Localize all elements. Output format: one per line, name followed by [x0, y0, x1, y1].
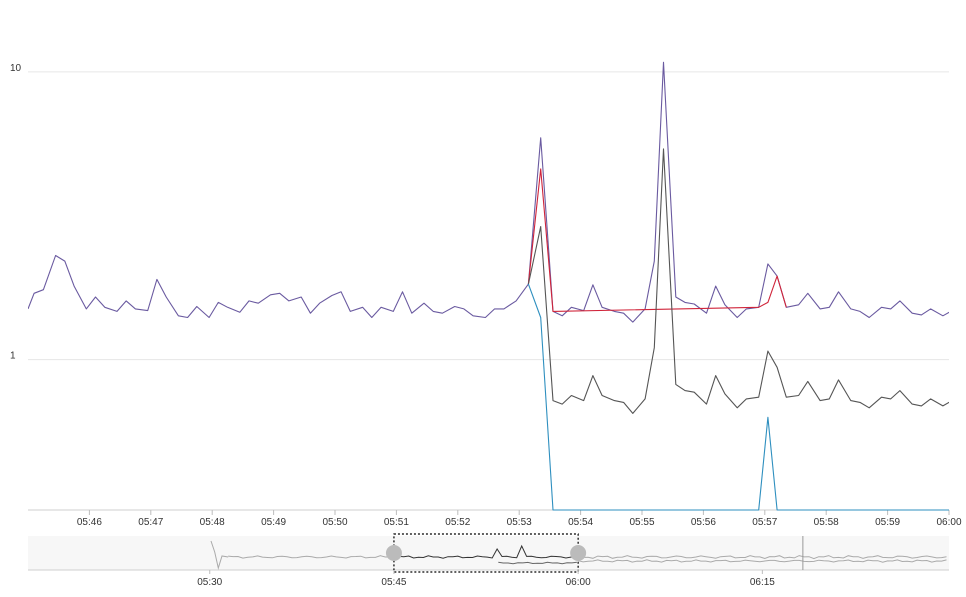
x-tick-label: 05:53 [507, 517, 532, 528]
series-line-3 [527, 283, 949, 511]
navigator-background [28, 536, 949, 570]
x-tick-label: 05:52 [445, 517, 470, 528]
navigator-x-tick-label: 05:30 [197, 577, 222, 588]
x-tick-label: 05:57 [752, 517, 777, 528]
y-tick-label: 10 [10, 63, 22, 74]
x-tick-label: 05:56 [691, 517, 716, 528]
x-tick-label: 05:48 [200, 517, 225, 528]
navigator-line-start [210, 540, 229, 570]
x-tick-label: 05:50 [322, 517, 347, 528]
navigator-line-pre [228, 555, 391, 559]
navigator-handle-right[interactable] [570, 545, 587, 561]
x-tick-label: 05:58 [814, 517, 839, 528]
navigator-handle-left[interactable] [385, 545, 402, 561]
x-tick-label: 05:47 [138, 517, 163, 528]
y-tick-label: 1 [10, 351, 16, 362]
navigator-line-post-a [577, 554, 947, 560]
navigator-line-selected [393, 544, 576, 559]
series-line-1 [527, 168, 787, 312]
x-tick-label: 06:00 [936, 517, 961, 528]
navigator-line-post-b [577, 559, 947, 563]
x-tick-label: 05:59 [875, 517, 900, 528]
range-navigator[interactable]: 05:30 05:45 06:00 06:15 [28, 533, 949, 588]
navigator-x-tick-label: 06:15 [750, 577, 775, 588]
x-tick-label: 05:54 [568, 517, 593, 528]
navigator-line-selected-b [498, 561, 577, 565]
navigator-x-tick-label: 06:00 [566, 577, 591, 588]
x-tick-label: 05:49 [261, 517, 286, 528]
main-plot: 10 1 05:46 05:47 05:48 05:49 05:50 05:51 05:52 05… [10, 61, 962, 528]
x-tick-label: 05:46 [77, 517, 102, 528]
navigator-x-tick-label: 05:45 [381, 577, 406, 588]
x-tick-label: 05:55 [629, 517, 654, 528]
series-line-0 [28, 61, 949, 323]
series-line-2 [527, 148, 949, 414]
x-tick-label: 05:51 [384, 517, 409, 528]
